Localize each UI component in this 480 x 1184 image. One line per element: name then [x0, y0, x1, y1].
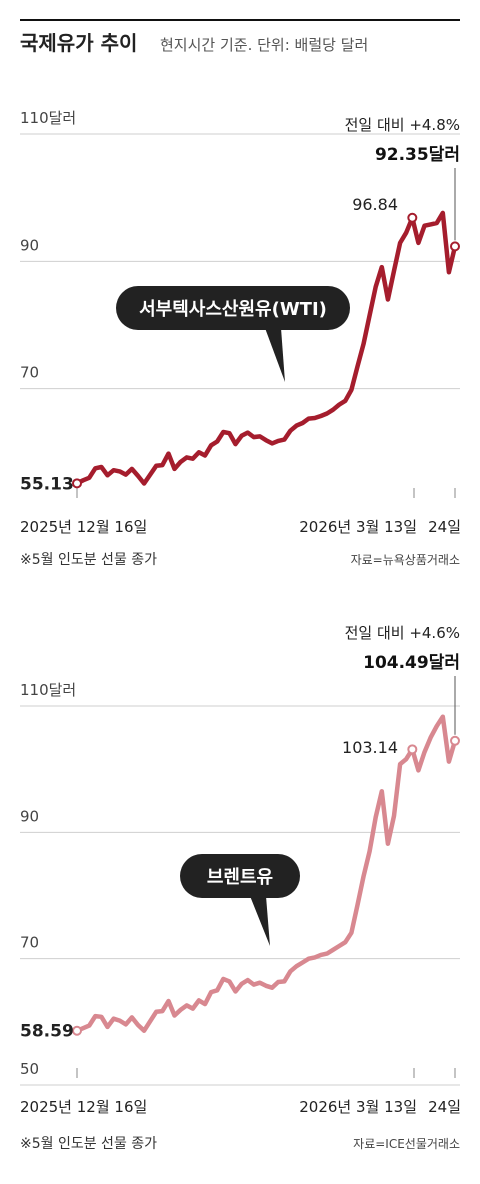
y-tick-label: 70 — [20, 364, 39, 382]
footnote: ※5월 인도분 선물 종가 — [20, 1136, 157, 1152]
last-point — [450, 735, 460, 746]
y-tick-label: 110달러 — [20, 109, 76, 127]
x-tick-label-mid: 2026년 3월 13일 — [299, 518, 417, 536]
start-point — [72, 1025, 82, 1036]
start-point — [72, 478, 82, 489]
brent-panel: 110달러 90 70 50 2025년 12월 16일 2026년 3월 13일 24일 5… — [20, 624, 461, 1152]
x-tick-label-end: 24일 — [428, 518, 461, 536]
chart-subtitle: 현지시간 기준. 단위: 배럴당 달러 — [160, 36, 368, 54]
bubble-tail — [265, 328, 285, 382]
peak-value-label: 96.84 — [352, 195, 398, 214]
wti-panel: 110달러 90 70 2025년 12월 16일 2026년 3월 13일 24일 55.… — [20, 109, 461, 568]
peak-point — [407, 744, 418, 755]
start-value-label: 55.13 — [20, 474, 74, 494]
last-value-label: 104.49달러 — [363, 652, 460, 673]
peak-point — [407, 212, 418, 223]
series-bubble — [180, 854, 300, 898]
x-tick-label-start: 2025년 12월 16일 — [20, 1098, 147, 1116]
start-value-label: 58.59 — [20, 1022, 74, 1042]
footnote: ※5월 인도분 선물 종가 — [20, 552, 157, 568]
change-label: 전일 대비 +4.6% — [345, 624, 460, 642]
change-label: 전일 대비 +4.8% — [345, 116, 460, 134]
peak-value-label: 103.14 — [342, 738, 398, 757]
y-tick-label: 50 — [20, 1060, 39, 1078]
source-label: 자료=뉴욕상품거래소 — [351, 553, 460, 567]
series-line — [74, 210, 458, 486]
x-tick-label-mid: 2026년 3월 13일 — [299, 1098, 417, 1116]
series-line — [74, 714, 458, 1033]
last-point — [450, 241, 460, 252]
source-label: 자료=ICE선물거래소 — [353, 1137, 460, 1151]
series-name-label: 서부텍사스산원유(WTI) — [139, 299, 327, 320]
y-tick-label: 90 — [20, 807, 39, 825]
x-tick-label-end: 24일 — [428, 1098, 461, 1116]
bubble-tail — [250, 896, 270, 946]
x-tick-label-start: 2025년 12월 16일 — [20, 518, 147, 536]
last-value-label: 92.35달러 — [375, 144, 460, 165]
chart-title: 국제유가 추이 — [20, 31, 137, 55]
series-name-label: 브렌트유 — [207, 867, 273, 888]
y-tick-label: 110달러 — [20, 681, 76, 699]
y-tick-label: 70 — [20, 934, 39, 952]
series-bubble — [116, 286, 350, 330]
y-tick-label: 90 — [20, 236, 39, 254]
